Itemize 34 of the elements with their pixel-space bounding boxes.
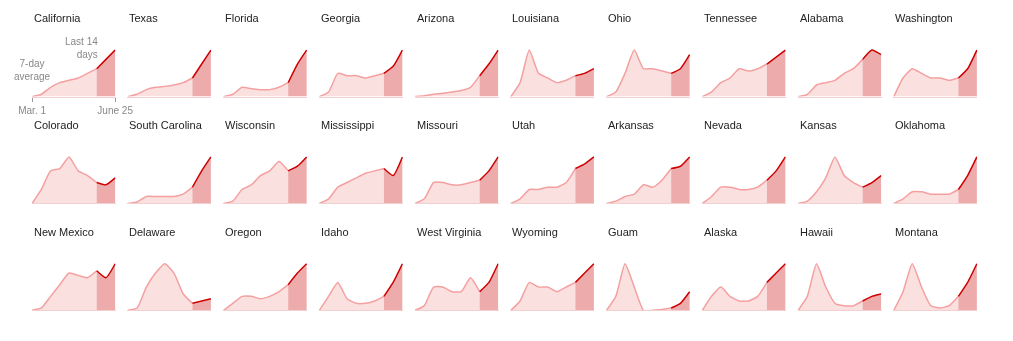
chart-title: Alaska	[704, 226, 738, 238]
chart-title: Mississippi	[321, 119, 375, 131]
chart-title: Washington	[895, 12, 953, 24]
chart-title: Colorado	[34, 119, 79, 131]
annotation: 7-day average	[14, 58, 51, 82]
chart-title: Utah	[512, 119, 536, 131]
chart-title: New Mexico	[34, 226, 94, 238]
chart-title: Florida	[225, 12, 260, 24]
chart-title: Louisiana	[512, 12, 560, 24]
x-tick-label: Mar. 1	[18, 104, 47, 116]
chart-title: California	[34, 12, 82, 24]
annotation: Last 14 days	[65, 36, 99, 60]
chart-title: Ohio	[608, 12, 632, 24]
chart-title: Wisconsin	[225, 119, 276, 131]
chart-title: Kansas	[800, 119, 838, 131]
chart-title: Montana	[895, 226, 939, 238]
chart-title: West Virginia	[417, 226, 483, 238]
chart-title: Wyoming	[512, 226, 558, 238]
chart-title: Missouri	[417, 119, 458, 131]
chart-title: Hawaii	[800, 226, 834, 238]
chart-title: Alabama	[800, 12, 845, 24]
chart-title: Arizona	[417, 12, 456, 24]
x-tick-label: June 25	[97, 104, 134, 116]
chart-title: Tennessee	[704, 12, 758, 24]
chart-title: Texas	[129, 12, 159, 24]
chart-title: Oregon	[225, 226, 262, 238]
chart-title: Idaho	[321, 226, 349, 238]
chart-title: Georgia	[321, 12, 362, 24]
chart-title: Nevada	[704, 119, 743, 131]
chart-title: Delaware	[129, 226, 176, 238]
chart-title: Oklahoma	[895, 119, 947, 131]
chart-title: Guam	[608, 226, 638, 238]
chart-title: South Carolina	[129, 119, 203, 131]
chart-title: Arkansas	[608, 119, 655, 131]
